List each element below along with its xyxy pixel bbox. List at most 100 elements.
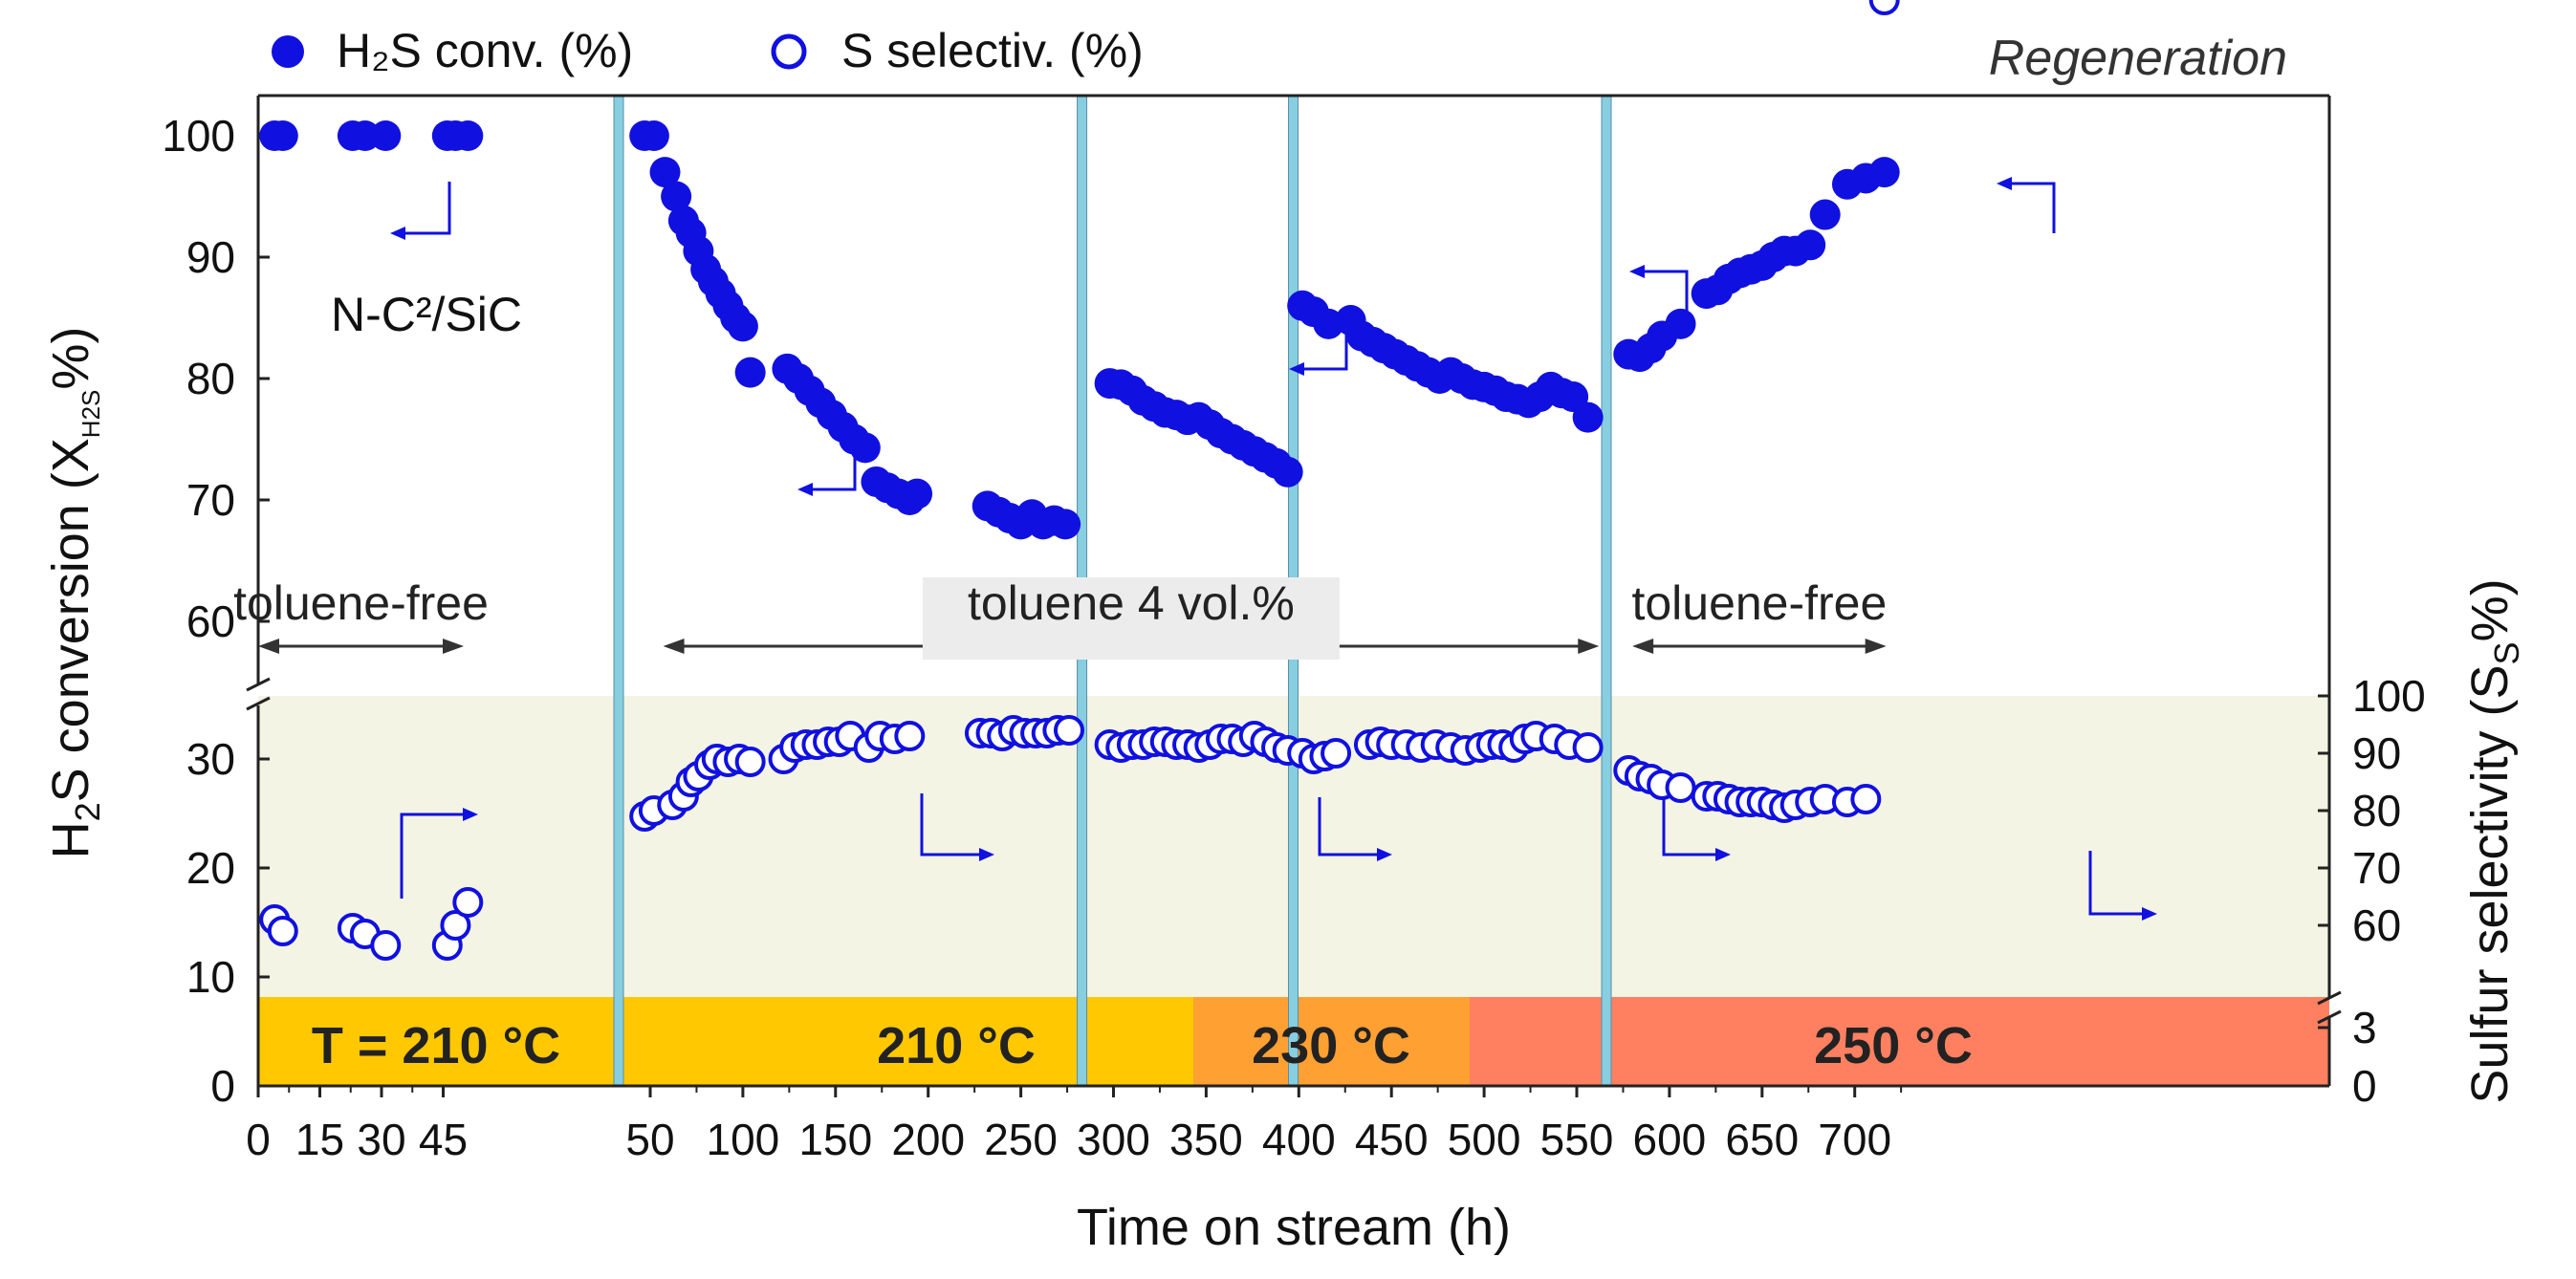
phase-band [1470,997,2329,1086]
condition-label: toluene 4 vol.% [968,576,1295,630]
selectivity-point [1053,715,1084,746]
conversion-point [1572,401,1604,433]
tick-label: 70 [2352,843,2401,893]
legend: H₂S conv. (%) S selectiv. (%) [272,24,1144,77]
tick-label: 600 [1633,1115,1707,1164]
tick-label: 250 [984,1115,1058,1164]
tick-label: 500 [1448,1115,1521,1164]
tick-label: 100 [2352,671,2426,721]
phase-band [623,997,1193,1086]
tick-label: 450 [1355,1115,1429,1164]
tick-label: 100 [162,111,235,161]
selectivity-point [1665,772,1696,803]
arrow-head-icon [1997,177,2012,190]
tick-label: 30 [186,734,235,784]
conversion-point [727,311,758,342]
selectivity-point [440,910,471,941]
tick-label: 90 [2352,728,2401,778]
selectivity-point [1868,0,1900,15]
phase-label: 210 °C [877,1017,1036,1074]
arrow-head-icon [390,227,405,240]
selectivity-point [267,916,298,946]
tick-label: 150 [798,1115,872,1164]
axis-indicator-arrow [2088,851,2144,916]
axis-indicator-arrow [1302,323,1348,371]
phase-label: 250 °C [1814,1017,1973,1074]
legend-open-circle-icon [771,33,807,70]
tick-label: 60 [186,596,235,646]
conversion-point [267,120,298,151]
arrow-head-icon [797,483,813,496]
selectivity-point [1321,738,1352,769]
tick-label: 10 [186,952,235,1002]
legend-label-selectivity: S selectiv. (%) [841,24,1144,77]
conversion-point [1272,456,1303,488]
x-axis-label: Time on stream (h) [1077,1199,1511,1256]
legend-label-conversion: H₂S conv. (%) [337,24,633,77]
tick-label: 700 [1818,1115,1891,1164]
y-axis-right-label: Sulfur selectivity (SS%) [2461,578,2526,1103]
arrow-head-icon [1715,848,1731,861]
conversion-point [661,181,692,212]
arrow-head-icon [2142,907,2157,921]
tick-label: 200 [891,1115,965,1164]
arrow-head-left [1632,639,1654,654]
tick-label: 300 [1077,1115,1150,1164]
selectivity-point [1850,784,1882,814]
selectivity-point [370,930,402,961]
regeneration-label: Regeneration [1989,31,2287,86]
tick-label: 400 [1262,1115,1336,1164]
axis-indicator-arrow [920,793,981,856]
conversion-point [902,478,933,509]
phase-label: 230 °C [1252,1017,1410,1074]
tick-label: 550 [1540,1115,1614,1164]
selectivity-point [1572,732,1604,763]
arrow-head-icon [1377,848,1392,861]
arrow-head-left [258,639,279,654]
arrow-head-icon [979,848,994,861]
tick-label: 350 [1169,1115,1243,1164]
legend-filled-circle-icon [272,35,304,68]
arrow-head-right [443,639,464,654]
condition-label: toluene-free [233,576,489,630]
axis-indicator-arrow [1643,270,1689,319]
y-axis-left-label: H2S conversion (XH2S%) [42,327,107,859]
arrow-head-icon [1289,362,1304,376]
conversion-point [1868,157,1900,188]
arrow-head-right [1865,639,1887,654]
tick-label: 60 [2352,900,2401,950]
phase-label: T = 210 °C [312,1017,560,1074]
axis-indicator-arrow [400,813,465,899]
tick-label: 80 [2352,786,2401,835]
conversion-point [1795,229,1826,261]
conversion-point [649,157,681,188]
tick-label: 20 [186,843,235,893]
tick-label: 30 [357,1115,405,1164]
axis-indicator-arrow [2010,182,2056,233]
selectivity-point [894,721,926,751]
tick-label: 0 [210,1061,235,1111]
tick-label: 90 [186,232,235,282]
axis-indicator-arrow [404,182,451,235]
conversion-point [452,120,484,151]
arrow-head-left [663,639,685,654]
condition-label-background [922,577,1340,660]
arrow-head-icon [463,808,478,821]
catalyst-label: N-C²/SiC [331,288,522,341]
tick-label: 70 [186,475,235,525]
tick-label: 50 [625,1115,674,1164]
conversion-point [849,432,881,464]
tick-label: 0 [2352,1061,2377,1111]
tick-label: 100 [707,1115,780,1164]
tick-label: 0 [246,1115,271,1164]
conversion-point [1050,509,1081,540]
axis-indicator-arrow [1318,797,1379,856]
conversion-point [734,357,766,388]
condition-label: toluene-free [1631,576,1887,630]
phase-band [258,997,614,1086]
tick-label: 3 [2352,1003,2377,1052]
conversion-point [638,120,669,151]
tick-label: 80 [186,354,235,403]
axis-break-marks [246,677,2342,1025]
